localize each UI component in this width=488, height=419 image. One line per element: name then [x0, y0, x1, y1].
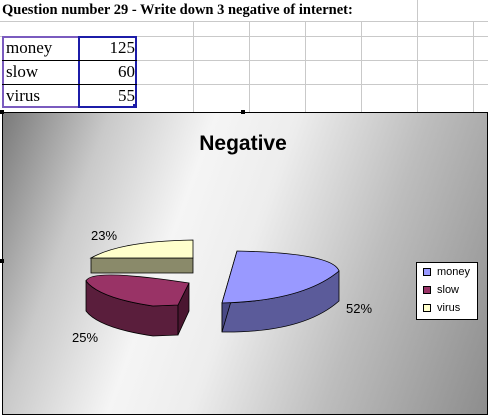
- question-title[interactable]: Question number 29 - Write down 3 negati…: [2, 2, 353, 18]
- pie-slice-virus[interactable]: [89, 239, 194, 274]
- cell-label-virus[interactable]: virus: [6, 86, 40, 105]
- cell-value-virus[interactable]: 55: [118, 86, 135, 105]
- legend-swatch-virus: [423, 304, 431, 313]
- selection-border: [135, 36, 137, 108]
- cell-label-slow[interactable]: slow: [6, 62, 39, 81]
- legend-item-money: money: [423, 265, 470, 279]
- chart-svg: Negative 23% 25% 52%: [72, 132, 372, 345]
- data-label-slow: 25%: [72, 330, 98, 345]
- gridline: [0, 36, 488, 37]
- legend-label-virus: virus: [437, 302, 461, 314]
- row-divider: [2, 60, 137, 61]
- gridline: [193, 22, 194, 112]
- chart-legend[interactable]: money slow virus: [416, 262, 478, 320]
- selection-border: [2, 36, 4, 108]
- resize-handle[interactable]: [0, 259, 4, 263]
- gridline: [249, 22, 250, 112]
- data-label-virus: 23%: [91, 228, 117, 243]
- gridline: [473, 22, 474, 112]
- legend-swatch-slow: [423, 286, 431, 295]
- cell-label-money[interactable]: money: [6, 38, 53, 57]
- gridline: [305, 22, 306, 112]
- fill-handle[interactable]: [133, 104, 137, 108]
- cell-value-money[interactable]: 125: [109, 38, 136, 57]
- selection-border: [78, 36, 80, 108]
- pie-slice-slow[interactable]: [85, 274, 190, 337]
- selection-border: [78, 106, 137, 108]
- gridline: [417, 0, 418, 112]
- legend-swatch-money: [423, 268, 431, 277]
- selection-border: [2, 36, 80, 38]
- row-divider: [2, 84, 137, 85]
- pie-slice-money[interactable]: [221, 250, 340, 333]
- legend-label-money: money: [437, 266, 471, 278]
- gridline: [0, 21, 488, 22]
- resize-handle[interactable]: [0, 110, 4, 114]
- data-label-money: 52%: [346, 301, 372, 316]
- gridline: [137, 60, 488, 61]
- selection-border: [78, 36, 137, 38]
- legend-item-virus: virus: [423, 301, 460, 315]
- cell-value-slow[interactable]: 60: [118, 62, 135, 81]
- selection-border: [2, 106, 80, 108]
- pie-chart[interactable]: Negative 23% 25% 52%: [0, 110, 488, 415]
- legend-label-slow: slow: [437, 284, 460, 296]
- gridline: [137, 84, 488, 85]
- gridline: [361, 22, 362, 112]
- resize-handle[interactable]: [241, 110, 245, 114]
- chart-title: Negative: [199, 132, 287, 155]
- legend-item-slow: slow: [423, 283, 459, 297]
